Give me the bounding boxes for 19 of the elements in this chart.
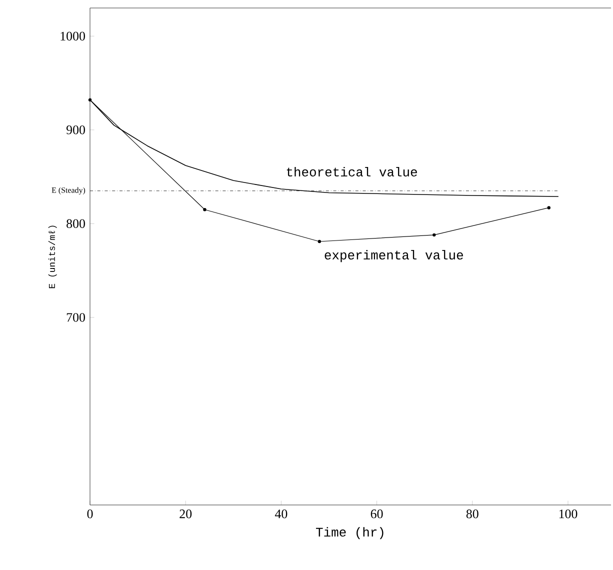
y-tick-label: 700: [66, 313, 85, 322]
point: [88, 98, 92, 102]
series-label: experimental value: [324, 250, 463, 262]
y-tick-label: 800: [66, 219, 85, 228]
x-tick-label: 60: [370, 510, 383, 518]
y-tick-label: 900: [66, 126, 85, 134]
point: [432, 233, 436, 237]
x-tick-label: 80: [466, 510, 478, 518]
x-tick-label: 20: [180, 510, 192, 518]
point: [318, 240, 322, 244]
y-axis-title: E (units/mℓ): [48, 226, 57, 288]
x-axis-title: Time (hr): [316, 527, 384, 540]
x-tick-label: 100: [559, 510, 578, 518]
point: [203, 208, 206, 212]
x-tick-label: 0: [87, 510, 93, 518]
x-tick-label: 40: [274, 510, 288, 518]
y-tick-label: 1000: [60, 32, 85, 40]
point: [547, 206, 550, 210]
series-label: theoretical value: [286, 166, 417, 176]
